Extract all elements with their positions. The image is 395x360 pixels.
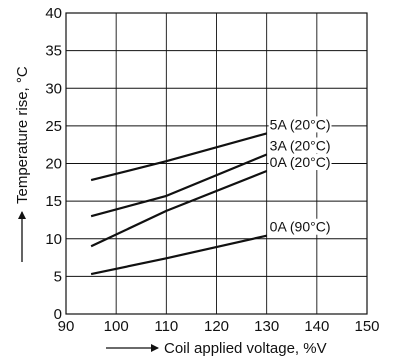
series-line bbox=[90, 234, 267, 276]
x-tick-label: 140 bbox=[304, 318, 329, 335]
x-tick-label: 150 bbox=[354, 318, 379, 335]
y-tick-label: 5 bbox=[54, 268, 62, 285]
tick-labels: 90 100 110 120 130 140 150 0 5 10 15 20 25 30 35 40 bbox=[45, 5, 379, 335]
y-tick-label: 10 bbox=[45, 231, 62, 248]
series-label-background bbox=[268, 154, 332, 171]
y-tick-label: 30 bbox=[45, 80, 62, 97]
x-tick-label: 110 bbox=[154, 318, 178, 335]
series-label-background bbox=[268, 116, 332, 133]
y-tick-label: 20 bbox=[45, 156, 62, 173]
x-tick-label: 120 bbox=[204, 318, 229, 335]
x-axis-label: Coil applied voltage, %V bbox=[164, 340, 327, 357]
series-label: 0A (20°C) bbox=[270, 154, 331, 170]
series-label: 5A (20°C) bbox=[270, 116, 331, 132]
series-line bbox=[90, 153, 268, 218]
y-axis-label: Temperature rise, °C bbox=[14, 66, 31, 204]
y-tick-label: 35 bbox=[45, 43, 62, 60]
series-labels: 5A (20°C) 3A (20°C)0A (20°C) 0A (90°C) bbox=[268, 116, 332, 235]
y-tick-label: 40 bbox=[45, 5, 62, 22]
series-label-background bbox=[268, 137, 332, 154]
y-tick-label: 0 bbox=[54, 306, 62, 323]
series-label-background bbox=[268, 218, 332, 235]
series-line bbox=[90, 169, 268, 248]
series-line bbox=[90, 132, 267, 182]
y-tick-label: 25 bbox=[45, 118, 62, 135]
series-layer bbox=[90, 132, 268, 276]
x-tick-label: 90 bbox=[58, 318, 75, 335]
plot-frame bbox=[65, 12, 368, 315]
y-tick-label: 15 bbox=[45, 193, 62, 210]
x-tick-label: 100 bbox=[104, 318, 129, 335]
series-label: 0A (90°C) bbox=[270, 219, 331, 235]
x-tick-label: 130 bbox=[254, 318, 279, 335]
series-label: 3A (20°C) bbox=[270, 137, 331, 153]
